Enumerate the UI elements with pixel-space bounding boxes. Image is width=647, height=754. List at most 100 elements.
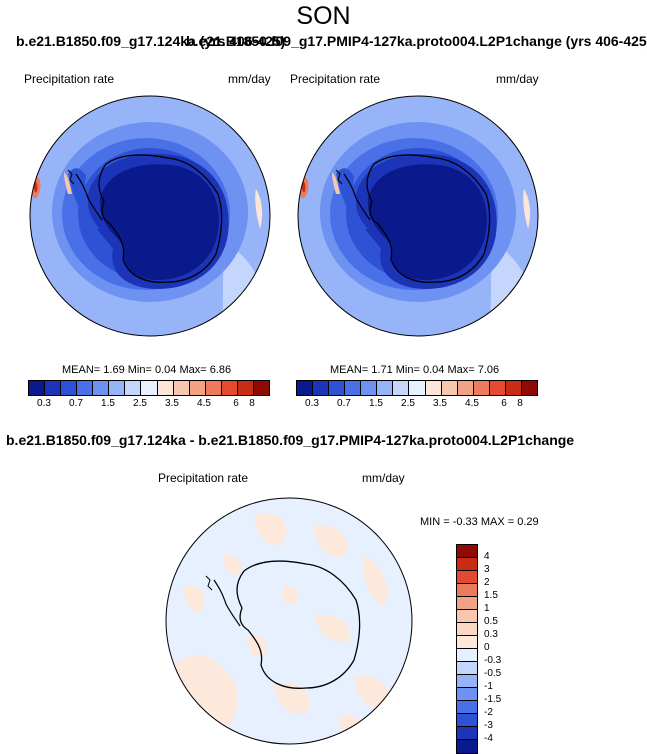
- left-stats: MEAN= 1.69 Min= 0.04 Max= 6.86: [62, 364, 231, 376]
- colorbar-swatch: [77, 381, 94, 395]
- colorbar-swatch: [61, 381, 78, 395]
- colorbar-swatch: [157, 381, 174, 395]
- colorbar-swatch: [425, 381, 442, 395]
- colorbar-swatch: [189, 381, 206, 395]
- colorbar-tick-label: 1.5: [484, 590, 498, 601]
- colorbar-swatch: [125, 381, 142, 395]
- colorbar-swatch: [45, 381, 62, 395]
- colorbar-swatch: [457, 740, 477, 753]
- right-variable-label: Precipitation rate: [290, 72, 381, 86]
- colorbar-swatch: [457, 558, 477, 571]
- colorbar-swatch: [237, 381, 254, 395]
- colorbar-tick-label: 0.3: [484, 629, 498, 640]
- colorbar-swatch: [329, 381, 346, 395]
- colorbar-swatch: [313, 381, 330, 395]
- colorbar-swatch: [173, 381, 190, 395]
- left-units-label: mm/day: [228, 72, 271, 86]
- colorbar-swatch: [457, 662, 477, 675]
- colorbar-swatch: [521, 381, 537, 395]
- colorbar-swatch: [457, 701, 477, 714]
- left-mean-label: MEAN=: [62, 364, 101, 376]
- right-units-label: mm/day: [496, 72, 539, 86]
- colorbar-tick-label: 2: [484, 577, 490, 588]
- colorbar-tick-label: -0.3: [484, 655, 502, 666]
- diff-variable-label: Precipitation rate: [158, 471, 249, 485]
- colorbar-swatch: [457, 636, 477, 649]
- difference-precip-map: [165, 497, 413, 745]
- colorbar-tick-label: 0.5: [484, 616, 498, 627]
- colorbar-tick-label: 2.5: [133, 398, 147, 409]
- right-mean-value: 1.71: [371, 364, 393, 376]
- colorbar-tick-label: -2: [484, 707, 493, 718]
- colorbar-swatch: [205, 381, 222, 395]
- colorbar-swatch: [93, 381, 110, 395]
- colorbar-swatch: [457, 649, 477, 662]
- colorbar-tick-label: 0: [484, 642, 490, 653]
- colorbar-swatch: [221, 381, 238, 395]
- right-panel-title: b.e21.B1850.f09_g17.PMIP4-127ka.proto004…: [186, 33, 647, 49]
- colorbar-swatch: [253, 381, 269, 395]
- colorbar-tick-label: 1: [484, 603, 490, 614]
- colorbar-tick-label: 2.5: [401, 398, 415, 409]
- left-panel-title: b.e21.B1850.f09_g17.124ka (yrs 406-425): [16, 33, 286, 49]
- right-min-label: Min=: [395, 364, 420, 376]
- colorbar-tick-label: 3.5: [165, 398, 179, 409]
- colorbar-tick-label: 0.3: [305, 398, 319, 409]
- colorbar-swatch: [457, 688, 477, 701]
- right-colorbar: [296, 380, 538, 396]
- colorbar-swatch: [457, 545, 477, 558]
- colorbar-tick-label: 0.7: [69, 398, 83, 409]
- diff-max-label: MAX =: [480, 516, 515, 528]
- diff-colorbar: [456, 544, 478, 754]
- colorbar-tick-label: 4.5: [197, 398, 211, 409]
- colorbar-swatch: [457, 714, 477, 727]
- left-variable-label: Precipitation rate: [24, 72, 115, 86]
- season-title: SON: [296, 2, 351, 30]
- right-max-label: Max=: [447, 364, 475, 376]
- colorbar-swatch: [457, 584, 477, 597]
- colorbar-tick-label: -3: [484, 720, 493, 731]
- right-min-value: 0.04: [422, 364, 445, 376]
- colorbar-tick-label: -1.5: [484, 694, 502, 705]
- colorbar-tick-label: 8: [249, 398, 255, 409]
- colorbar-swatch: [393, 381, 410, 395]
- colorbar-swatch: [441, 381, 458, 395]
- colorbar-swatch: [377, 381, 394, 395]
- colorbar-swatch: [489, 381, 506, 395]
- colorbar-tick-label: -0.5: [484, 668, 502, 679]
- diff-stats: MIN = -0.33 MAX = 0.29: [420, 516, 539, 528]
- diff-min-label: MIN =: [420, 516, 450, 528]
- colorbar-swatch: [409, 381, 426, 395]
- colorbar-swatch: [505, 381, 522, 395]
- colorbar-tick-label: -1: [484, 681, 493, 692]
- left-max-value: 6.86: [209, 364, 232, 376]
- left-mean-value: 1.69: [103, 364, 125, 376]
- colorbar-swatch: [141, 381, 158, 395]
- difference-title: b.e21.B1850.f09_g17.124ka - b.e21.B1850.…: [6, 432, 575, 448]
- diff-min-value: -0.33: [452, 516, 478, 528]
- right-max-value: 7.06: [477, 364, 500, 376]
- left-max-label: Max=: [179, 364, 207, 376]
- colorbar-tick-label: 6: [501, 398, 507, 409]
- diff-max-value: 0.29: [517, 516, 539, 528]
- colorbar-tick-label: 8: [517, 398, 523, 409]
- colorbar-tick-label: 6: [233, 398, 239, 409]
- colorbar-swatch: [29, 381, 46, 395]
- colorbar-tick-label: 3.5: [433, 398, 447, 409]
- colorbar-tick-label: 0.7: [337, 398, 351, 409]
- colorbar-tick-label: 1.5: [101, 398, 115, 409]
- colorbar-tick-label: 4.5: [465, 398, 479, 409]
- diff-units-label: mm/day: [362, 471, 405, 485]
- colorbar-swatch: [109, 381, 126, 395]
- colorbar-tick-label: 0.3: [37, 398, 51, 409]
- left-precip-map: [29, 95, 271, 337]
- colorbar-swatch: [457, 597, 477, 610]
- colorbar-swatch: [457, 675, 477, 688]
- colorbar-swatch: [457, 381, 474, 395]
- colorbar-swatch: [457, 571, 477, 584]
- colorbar-tick-label: 4: [484, 551, 490, 562]
- colorbar-swatch: [473, 381, 490, 395]
- colorbar-swatch: [361, 381, 378, 395]
- right-precip-map: [297, 95, 539, 337]
- left-min-value: 0.04: [154, 364, 177, 376]
